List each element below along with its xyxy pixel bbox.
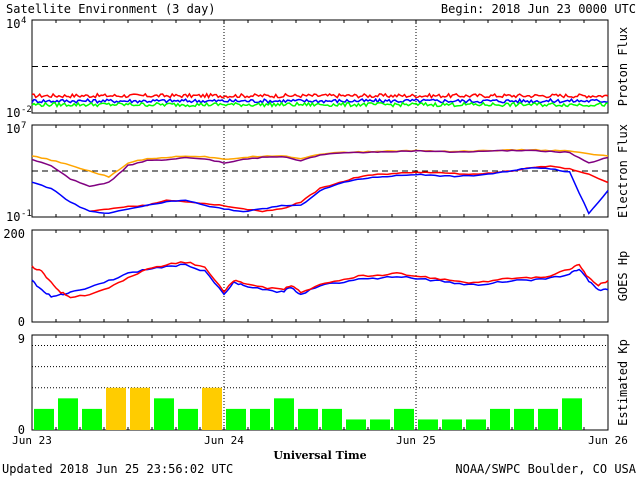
kp-bar — [82, 408, 102, 430]
y-axis-label: Electron Flux — [616, 124, 630, 218]
x-axis-title: Universal Time — [273, 449, 367, 462]
data-series-line — [31, 92, 609, 100]
begin-time: Begin: 2018 Jun 23 0000 UTC — [440, 2, 636, 16]
y-tick-exponent: -2 — [21, 105, 32, 115]
kp-bar — [34, 408, 54, 430]
y-tick-label: 0 — [18, 423, 25, 437]
y-tick-label: 10 — [6, 210, 20, 224]
kp-bar — [274, 398, 294, 430]
kp-bar — [562, 398, 582, 430]
kp-bar — [106, 387, 126, 430]
panel-frame — [31, 229, 609, 323]
kp-bar — [538, 408, 558, 430]
data-series-line — [31, 167, 609, 215]
x-tick-label: Jun 25 — [396, 434, 436, 447]
y-axis-label: Proton Flux — [616, 27, 630, 106]
x-tick-label: Jun 26 — [588, 434, 628, 447]
panel-frame — [31, 19, 609, 114]
y-tick-label: 10 — [6, 17, 20, 31]
kp-bar — [154, 398, 174, 430]
kp-bar — [202, 387, 222, 430]
data-series-line — [31, 101, 609, 108]
kp-bar — [442, 419, 462, 430]
updated-timestamp: Updated 2018 Jun 25 23:56:02 UTC — [2, 462, 234, 476]
y-tick-label: 200 — [3, 227, 25, 241]
y-axis-label: GOES Hp — [616, 251, 630, 302]
y-tick-exponent: -1 — [21, 209, 32, 219]
kp-bar — [250, 408, 270, 430]
data-series-line — [31, 149, 609, 188]
data-series-line — [31, 263, 609, 298]
kp-bar — [226, 408, 246, 430]
y-tick-label: 10 — [6, 122, 20, 136]
y-tick-exponent: 7 — [21, 121, 26, 131]
data-series-line — [31, 97, 609, 105]
chart-title: Satellite Environment (3 day) — [6, 2, 216, 16]
data-series-line — [31, 261, 609, 299]
x-tick-label: Jun 24 — [204, 434, 244, 447]
kp-bar — [322, 408, 342, 430]
y-tick-label: 10 — [6, 106, 20, 120]
data-series-line — [31, 148, 609, 178]
kp-bar — [418, 419, 438, 430]
kp-bar — [490, 408, 510, 430]
data-series-line — [89, 165, 609, 213]
data-source: NOAA/SWPC Boulder, CO USA — [455, 462, 636, 476]
kp-bar — [58, 398, 78, 430]
y-tick-exponent: 4 — [21, 16, 26, 26]
kp-bar — [466, 419, 486, 430]
kp-bar — [178, 408, 198, 430]
kp-bar — [298, 408, 318, 430]
y-axis-label: Estimated Kp — [616, 339, 630, 426]
kp-bar — [346, 419, 366, 430]
y-tick-label: 9 — [18, 332, 25, 346]
kp-bar — [514, 408, 534, 430]
kp-bar — [370, 419, 390, 430]
y-tick-label: 0 — [18, 315, 25, 329]
x-tick-label: Jun 23 — [12, 434, 52, 447]
kp-bar — [130, 387, 150, 430]
kp-bar — [394, 408, 414, 430]
